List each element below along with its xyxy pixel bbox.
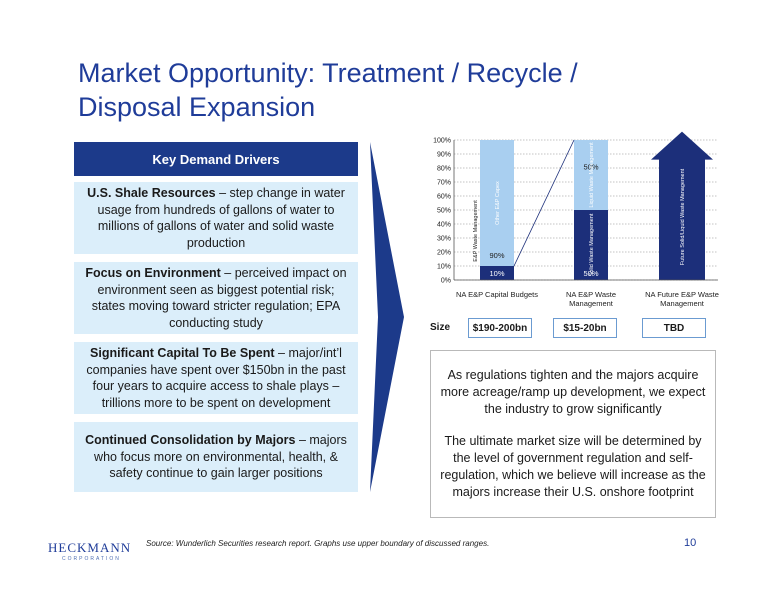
driver-box-consolidation: Continued Consolidation by Majors – majo… <box>74 422 358 492</box>
page-title: Market Opportunity: Treatment / Recycle … <box>78 56 718 124</box>
data-label: 50% <box>583 269 598 278</box>
x-category-label: NA E&P Waste Management <box>566 290 616 308</box>
driver-text: – majors who focus more on environmental… <box>94 433 347 481</box>
future-growth-arrow <box>651 131 713 280</box>
title-line-1: Market Opportunity: Treatment / Recycle … <box>78 58 578 88</box>
size-box-waste: $15-20bn <box>553 318 617 338</box>
y-tick-label: 40% <box>437 222 451 229</box>
bar-segment <box>480 266 514 280</box>
size-box-capital: $190-200bn <box>468 318 532 338</box>
key-demand-drivers-header: Key Demand Drivers <box>74 142 358 176</box>
y-tick-label: 90% <box>437 152 451 159</box>
title-line-2: Disposal Expansion <box>78 92 316 122</box>
driver-text: – step change in water usage from hundre… <box>97 186 345 250</box>
series-label: Future Solid/Liquid Waste Management <box>680 168 686 265</box>
y-tick-label: 80% <box>437 166 451 173</box>
series-label: Solid Waste Management <box>589 213 595 276</box>
stacked-bar-chart: 0% 10% 20% 30% 40% 50% 60% 70% 80% 90% 100% 10% E&P … <box>433 131 719 308</box>
y-tick-label: 20% <box>437 250 451 257</box>
y-tick-label: 70% <box>437 180 451 187</box>
logo-sub: CORPORATION <box>62 556 121 562</box>
y-tick-label: 30% <box>437 236 451 243</box>
driver-box-shale: U.S. Shale Resources – step change in wa… <box>74 182 358 254</box>
page-number: 10 <box>684 537 697 549</box>
logo-name: HECKMANN <box>48 540 132 555</box>
driver-title: Focus on Environment <box>85 266 221 280</box>
callout-paragraph-2: The ultimate market size will be determi… <box>440 434 706 499</box>
x-category-label: NA E&P Capital Budgets <box>456 290 538 299</box>
connector-line <box>513 139 575 267</box>
driver-text: – major/int’l companies have spent over … <box>86 346 346 410</box>
driver-title: U.S. Shale Resources <box>87 186 216 200</box>
driver-text: – perceived impact on environment seen a… <box>91 266 347 330</box>
bar-segment <box>574 140 608 210</box>
company-logo: HECKMANN CORPORATION <box>48 540 131 562</box>
y-tick-label: 100% <box>433 138 451 145</box>
driver-box-capital: Significant Capital To Be Spent – major/… <box>74 342 358 414</box>
series-label: Liquid Waste Management <box>589 142 595 208</box>
x-category-label: NA Future E&P Waste Management <box>645 290 719 308</box>
data-label: 50% <box>583 162 598 171</box>
bar-segment <box>574 210 608 280</box>
chevron-right-icon <box>370 142 404 492</box>
y-tick-label: 50% <box>437 208 451 215</box>
bar-segment <box>480 140 514 266</box>
data-label: 90% <box>489 251 504 260</box>
callout-paragraph-1: As regulations tighten and the majors ac… <box>440 368 706 416</box>
size-box-future: TBD <box>642 318 706 338</box>
outlook-callout: As regulations tighten and the majors ac… <box>430 350 716 518</box>
y-tick-label: 0% <box>441 278 451 285</box>
source-note: Source: Wunderlich Securities research r… <box>146 539 490 548</box>
series-label: Other E&P Capex <box>495 181 501 225</box>
size-label: Size <box>430 322 451 333</box>
data-label: 10% <box>489 269 504 278</box>
driver-title: Continued Consolidation by Majors <box>85 433 296 448</box>
y-tick-label: 60% <box>437 194 451 201</box>
y-tick-label: 10% <box>437 264 451 271</box>
driver-box-environment: Focus on Environment – perceived impact … <box>74 262 358 334</box>
series-label: E&P Waste Management <box>473 200 479 262</box>
driver-title: Significant Capital To Be Spent <box>90 346 275 360</box>
